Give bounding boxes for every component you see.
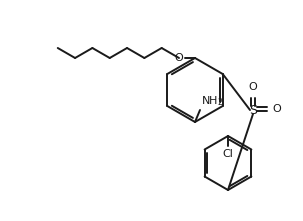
Text: Cl: Cl	[223, 149, 233, 159]
Text: O: O	[272, 104, 281, 114]
Text: O: O	[249, 82, 257, 92]
Text: O: O	[174, 53, 183, 63]
Text: S: S	[249, 103, 257, 116]
Text: NH$_2$: NH$_2$	[201, 94, 224, 108]
